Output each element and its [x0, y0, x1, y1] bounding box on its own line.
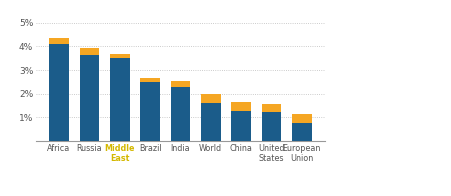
Bar [170, 81, 190, 87]
Bar [231, 102, 251, 111]
Bar [110, 54, 129, 58]
Bar [79, 48, 99, 55]
Bar [262, 112, 281, 141]
Bar [79, 55, 99, 141]
Bar [231, 111, 251, 141]
Bar [292, 114, 312, 123]
Bar [49, 44, 69, 141]
Bar [110, 58, 129, 141]
Bar [292, 123, 312, 141]
Bar [201, 94, 221, 103]
Bar [262, 104, 281, 112]
Bar [140, 83, 160, 141]
Bar [201, 103, 221, 141]
Bar [140, 78, 160, 83]
Bar [49, 38, 69, 44]
Bar [170, 87, 190, 141]
